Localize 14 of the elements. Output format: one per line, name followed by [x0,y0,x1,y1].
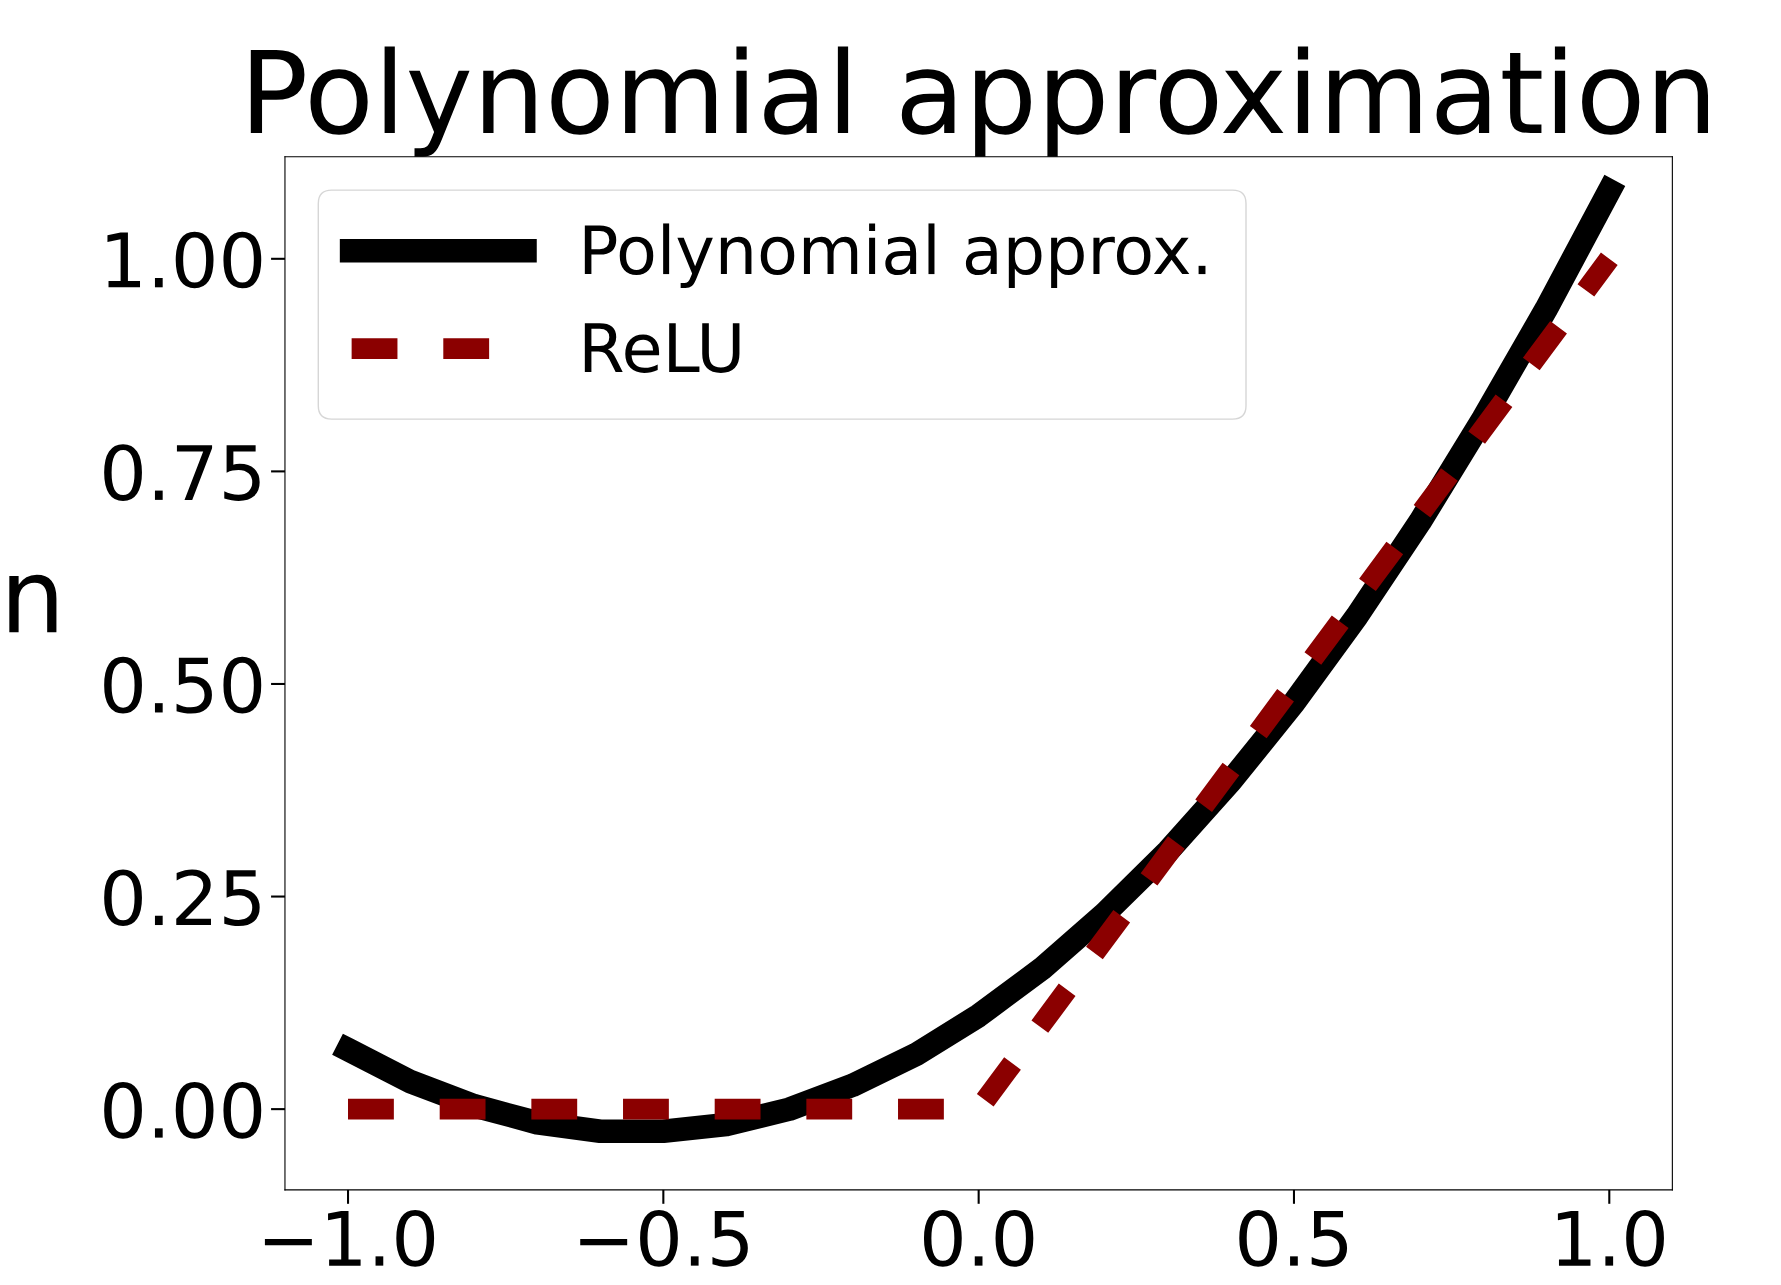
x-tick-label: −0.5 [580,1209,748,1267]
y-tick-label: 0.75 [104,444,260,501]
text: n [9,574,57,633]
x-tick-label: 0.5 [1239,1209,1348,1267]
y-tick-label: 1.00 [107,231,262,289]
x-tick-label: 0.0 [923,1209,1034,1267]
y-tick-label: 0.25 [104,869,260,927]
legend-label: Polynomial approx. [584,223,1206,288]
x-tick-label: −1.0 [264,1209,435,1267]
x-tick-label: 1.0 [1557,1209,1664,1267]
y-tick-label: 0.00 [104,1081,262,1139]
legend-label: ReLU [584,323,740,373]
y-tick-label: 0.50 [104,656,262,714]
chart-title: Polynomial approximation [250,46,1708,157]
